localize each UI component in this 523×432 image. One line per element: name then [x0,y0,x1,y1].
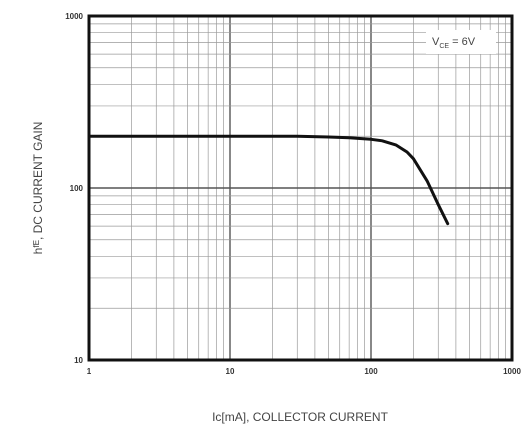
x-axis-label: Iᴄ[mA], COLLECTOR CURRENT [212,410,388,424]
x-tick-labels: 1 10 100 1000 [87,367,522,376]
x-tick-label: 1000 [503,367,521,376]
gain-curve [87,134,450,226]
y-tick-label: 1000 [65,12,83,21]
x-tick-label: 1 [87,367,92,376]
x-tick-label: 10 [226,367,235,376]
x-tick-label: 100 [364,367,378,376]
y-tick-label: 100 [70,184,84,193]
y-axis-label: hᶠᴱ, DC CURRENT GAIN [31,122,45,255]
grid [89,16,512,360]
y-tick-label: 10 [74,356,83,365]
series-layer [87,134,450,226]
vce-annotation: VCE = 6V [432,36,476,50]
plot-frame [87,14,514,362]
y-tick-labels: 10 100 1000 [65,12,83,365]
annotation-box: VCE = 6V [426,30,496,54]
